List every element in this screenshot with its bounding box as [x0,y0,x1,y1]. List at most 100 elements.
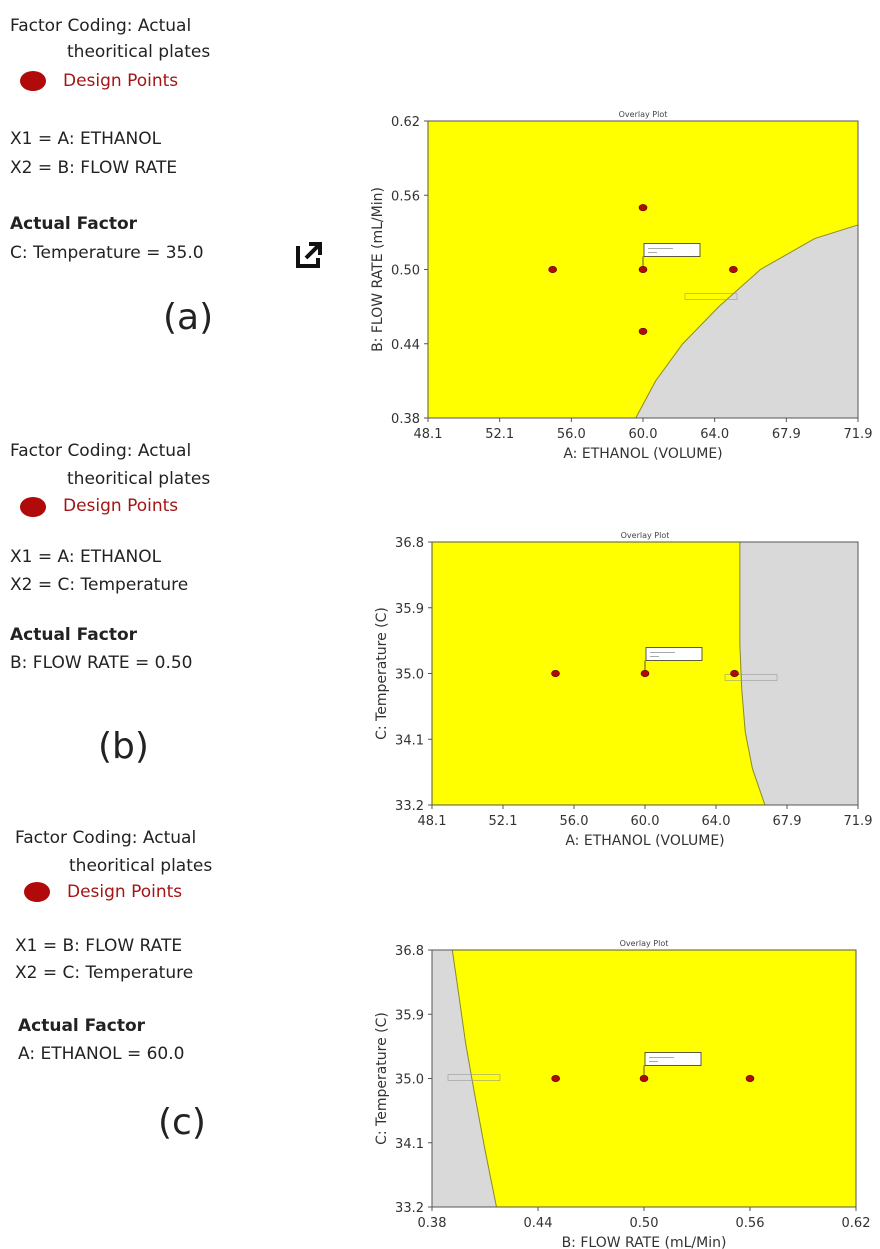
x-tick-label: 56.0 [557,427,586,442]
design-point [640,670,650,678]
overlay-plot-b: Overlay Plot 48.1 52.1 56.0 60.0 64.0 67.9 71.9… [374,531,873,849]
x-tick-label: 71.9 [844,427,873,442]
x1-label: X1 = A: ETHANOL [10,547,162,567]
design-point [638,327,648,335]
x-tick-label: 0.44 [524,1216,553,1231]
design-points-label: Design Points [63,496,179,516]
panel-label: (a) [163,297,214,338]
y-tick-label: 33.2 [395,1201,424,1216]
plot-title: Overlay Plot [619,110,668,119]
x-tick-label: 71.9 [844,814,873,829]
design-point [551,670,560,678]
y-axis-label: B: FLOW RATE (mL/Min) [370,187,386,352]
factor-coding-label: Factor Coding: Actual [10,441,192,461]
y-axis-label: C: Temperature (C) [374,607,390,740]
y-tick-label: 35.0 [395,1073,424,1088]
design-point [548,265,557,273]
x-tick-label: 0.56 [736,1216,765,1231]
open-external-icon[interactable] [294,240,324,270]
overlay-plot-a: Overlay Plot 48.1 52.1 56.0 60.0 64.0 67.9 71.9… [370,110,872,462]
design-point [729,265,738,273]
design-point [638,204,648,212]
y-tick-label: 34.1 [395,1137,424,1152]
prediction-flag-box [645,647,703,661]
y-tick-label: 36.8 [395,944,424,959]
x-tick-label: 60.0 [629,427,658,442]
response-name: theoritical plates [69,856,213,876]
actual-factor-heading: Actual Factor [10,625,138,645]
response-name: theoritical plates [67,469,211,489]
panel-label: (c) [158,1102,206,1143]
x-tick-label: 0.50 [630,1216,659,1231]
response-name: theoritical plates [67,42,211,62]
plot-title: Overlay Plot [621,531,670,540]
x-tick-label: 67.9 [773,814,802,829]
factor-coding-label: Factor Coding: Actual [10,16,192,36]
actual-factor-heading: Actual Factor [18,1016,146,1036]
x-tick-label: 64.0 [700,427,729,442]
constraint-flag [724,674,778,681]
constraint-boundary [451,949,497,1208]
design-point-legend-icon [20,497,46,517]
x-tick-label: 64.0 [702,814,731,829]
constraint-boundary [739,542,766,806]
design-point-legend-icon [20,71,46,91]
y-tick-label: 0.50 [391,264,420,279]
x2-label: X2 = C: Temperature [10,575,189,595]
prediction-flag-box [643,243,701,257]
y-tick-label: 33.2 [395,799,424,814]
x-tick-label: 67.9 [772,427,801,442]
design-point [638,265,648,273]
y-tick-label: 0.38 [391,412,420,427]
y-tick-label: 0.44 [391,338,420,353]
panel-b: Factor Coding: Actual theoritical plates… [0,420,880,850]
x-tick-label: 48.1 [414,427,443,442]
design-point [745,1075,755,1083]
x-tick-label: 52.1 [485,427,514,442]
x2-label: X2 = C: Temperature [15,963,194,983]
x-tick-label: 0.62 [842,1216,871,1231]
actual-factor-value: B: FLOW RATE = 0.50 [10,653,193,673]
design-point [730,670,739,678]
x-axis-label: A: ETHANOL (VOLUME) [565,833,724,849]
actual-factor-value: A: ETHANOL = 60.0 [18,1044,185,1064]
design-points-label: Design Points [63,71,179,91]
y-tick-label: 34.1 [395,733,424,748]
x-tick-label: 52.1 [489,814,518,829]
y-tick-label: 36.8 [395,536,424,551]
y-tick-label: 0.62 [391,115,420,130]
x-tick-label: 0.38 [418,1216,447,1231]
x-tick-label: 60.0 [631,814,660,829]
panel-a: Factor Coding: Actual theoritical plates… [0,0,880,463]
design-point [639,1075,649,1083]
factor-coding-label: Factor Coding: Actual [15,828,197,848]
infeasible-region [739,542,858,805]
x-tick-label: 48.1 [418,814,447,829]
panel-label: (b) [98,726,149,767]
constraint-flag [447,1074,501,1081]
constraint-boundary [635,224,859,419]
constraint-flag [684,293,738,300]
prediction-flag-box [644,1052,702,1066]
x1-label: X1 = B: FLOW RATE [15,936,183,956]
y-axis-label: C: Temperature (C) [374,1012,390,1145]
y-tick-label: 35.9 [395,602,424,617]
infeasible-region [635,224,858,418]
actual-factor-value: C: Temperature = 35.0 [10,243,204,263]
y-tick-label: 0.56 [391,189,420,204]
design-points-label: Design Points [67,882,183,902]
plot-title: Overlay Plot [620,939,669,948]
y-tick-label: 35.0 [395,668,424,683]
design-point-legend-icon [24,882,50,902]
x-tick-label: 56.0 [560,814,589,829]
x1-label: X1 = A: ETHANOL [10,129,162,149]
overlay-plot-c: Overlay Plot 0.38 0.44 0.50 0.56 0.62 33.2 34.1… [374,939,871,1249]
design-point [551,1075,560,1083]
panel-c: Factor Coding: Actual theoritical plates… [0,830,880,1249]
x-axis-label: B: FLOW RATE (mL/Min) [562,1235,727,1249]
infeasible-region [432,950,497,1207]
x-axis-label: A: ETHANOL (VOLUME) [563,446,722,462]
actual-factor-heading: Actual Factor [10,214,138,234]
y-tick-label: 35.9 [395,1008,424,1023]
x2-label: X2 = B: FLOW RATE [10,158,178,178]
